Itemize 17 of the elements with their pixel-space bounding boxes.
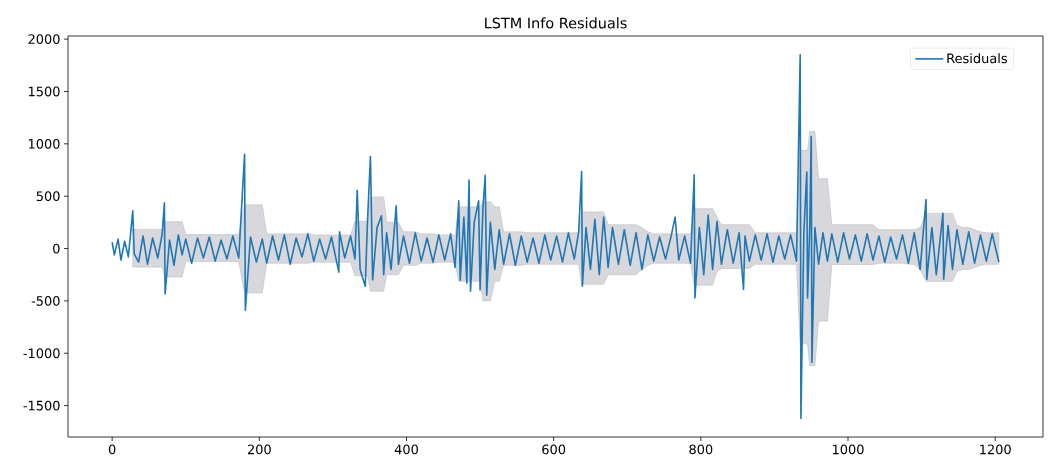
x-tick-label: 1200	[980, 444, 1011, 455]
legend-label: Residuals	[947, 53, 1007, 64]
y-tick-label: -1500	[23, 400, 60, 411]
y-tick-label: 0	[53, 243, 60, 254]
x-tick-label: 800	[689, 444, 713, 455]
y-tick-label: 1500	[28, 86, 60, 97]
y-tick-label: -500	[31, 295, 60, 306]
x-tick-label: 1000	[832, 444, 864, 455]
y-tick-label: 1000	[28, 138, 60, 149]
chart-title: LSTM Info Residuals	[485, 17, 627, 29]
x-tick-label: 0	[108, 444, 116, 455]
x-tick-label: 200	[247, 444, 271, 455]
y-tick-label: 500	[36, 191, 60, 202]
y-tick-label: 2000	[28, 34, 60, 45]
x-tick-label: 400	[394, 444, 418, 455]
x-tick-label: 600	[542, 444, 566, 455]
y-tick-label: -1000	[23, 348, 60, 359]
